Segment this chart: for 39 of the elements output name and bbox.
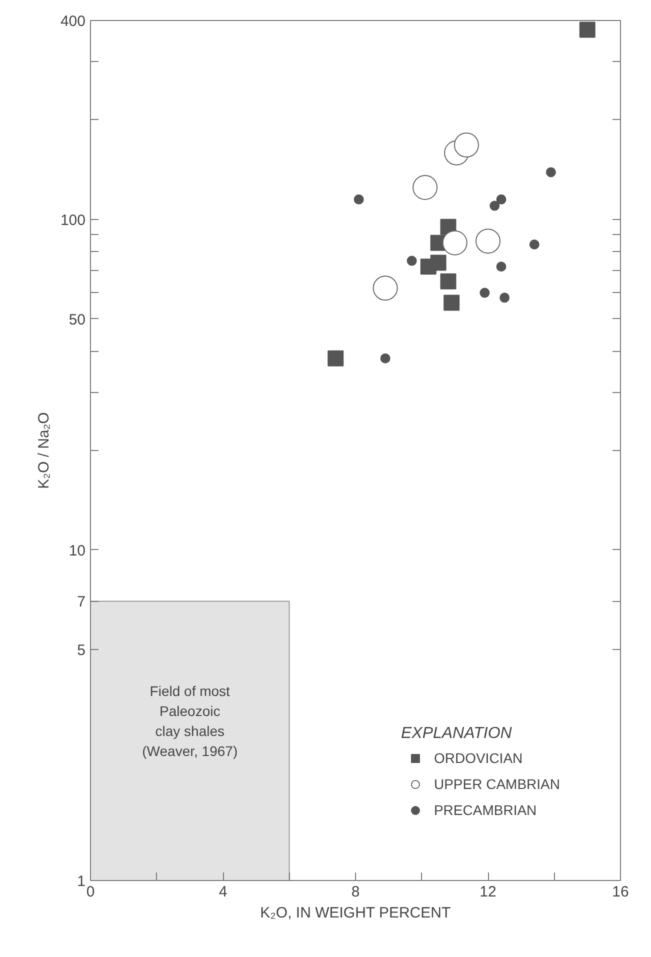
point bbox=[496, 194, 506, 204]
point bbox=[480, 288, 490, 298]
point bbox=[500, 292, 510, 303]
point bbox=[454, 132, 479, 158]
point bbox=[380, 353, 390, 364]
point bbox=[354, 194, 364, 204]
x-tick-label: 4 bbox=[218, 884, 228, 900]
y-axis-title: K₂O / Na₂O bbox=[35, 412, 52, 489]
legend-label: PRECAMBRIAN bbox=[434, 802, 537, 818]
point bbox=[406, 256, 417, 266]
y-tick-label: 50 bbox=[68, 311, 86, 328]
legend-title: EXPLANATION bbox=[400, 725, 513, 743]
y-tick-label: 100 bbox=[60, 212, 86, 229]
point bbox=[490, 200, 500, 211]
x-axis-title: K₂O, IN WEIGHT PERCENT bbox=[260, 904, 451, 922]
legend-label: ORDOVICIAN bbox=[434, 750, 523, 766]
y-tick-label: 7 bbox=[77, 594, 86, 611]
annotation: Field of most Paleozoic clay shales (Weaver, 1967) bbox=[142, 682, 238, 759]
legend-label: UPPER CAMBRIAN bbox=[434, 776, 560, 792]
point bbox=[546, 167, 556, 178]
point bbox=[442, 230, 468, 256]
point bbox=[579, 22, 596, 38]
x-tick-label: 0 bbox=[86, 884, 95, 900]
x-tick-label: 12 bbox=[480, 884, 496, 900]
point bbox=[412, 174, 438, 200]
point bbox=[444, 294, 460, 311]
x-tick-label: 8 bbox=[351, 884, 360, 900]
point bbox=[328, 350, 344, 366]
point bbox=[440, 273, 456, 290]
y-tick-label: 1 bbox=[77, 873, 86, 890]
point bbox=[372, 276, 398, 301]
y-tick-label: 400 bbox=[60, 13, 86, 30]
x-tick-label: 16 bbox=[612, 884, 629, 900]
y-tick-label: 10 bbox=[68, 542, 86, 560]
point bbox=[420, 258, 436, 275]
y-tick-label: 5 bbox=[77, 642, 86, 659]
point bbox=[476, 228, 500, 254]
point bbox=[529, 240, 540, 250]
point bbox=[496, 262, 506, 272]
